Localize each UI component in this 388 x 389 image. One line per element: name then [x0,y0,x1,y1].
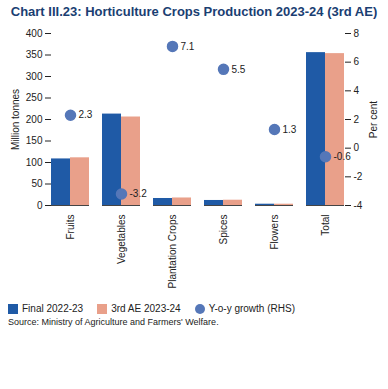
svg-text:100: 100 [26,157,43,168]
svg-text:0: 0 [354,142,360,153]
html-text:3rd AE 2023-24: 3rd AE 2023-24 [111,303,181,314]
svg-text:Vegetables: Vegetables [116,215,127,265]
svg-text:Flowers: Flowers [269,215,280,250]
svg-text:0: 0 [37,200,43,211]
html-text:Source: Ministry of Agricultur: Source: Ministry of Agriculture and Farm… [8,317,219,327]
svg-text:250: 250 [26,92,43,103]
svg-text:-3.2: -3.2 [130,188,148,199]
svg-text:300: 300 [26,71,43,82]
svg-text:Million tonnes: Million tonnes [10,89,21,150]
svg-text:Plantation Crops: Plantation Crops [167,215,178,289]
svg-text:400: 400 [26,28,43,39]
svg-text:2.3: 2.3 [79,109,93,120]
svg-text:Per cent: Per cent [368,101,379,138]
svg-text:-0.6: -0.6 [334,151,352,162]
svg-text:6: 6 [354,56,360,67]
html-text:Chart III.23: Horticulture Cro: Chart III.23: Horticulture Crops Product… [10,4,378,19]
svg-text:2: 2 [354,114,360,125]
svg-text:8: 8 [354,28,360,39]
html-text:Y-o-y growth (RHS): Y-o-y growth (RHS) [208,303,295,314]
svg-text:50: 50 [31,178,43,189]
svg-text:1.3: 1.3 [283,124,297,135]
svg-text:7.1: 7.1 [181,41,195,52]
svg-text:-2: -2 [354,171,363,182]
svg-text:Total: Total [320,215,331,236]
svg-text:150: 150 [26,135,43,146]
svg-text:5.5: 5.5 [232,64,246,75]
svg-text:Spices: Spices [218,215,229,245]
html-text:Final 2022-23: Final 2022-23 [22,303,84,314]
svg-text:-4: -4 [354,200,363,211]
svg-text:350: 350 [26,49,43,60]
svg-text:200: 200 [26,114,43,125]
svg-text:4: 4 [354,85,360,96]
svg-text:Fruits: Fruits [65,215,76,240]
